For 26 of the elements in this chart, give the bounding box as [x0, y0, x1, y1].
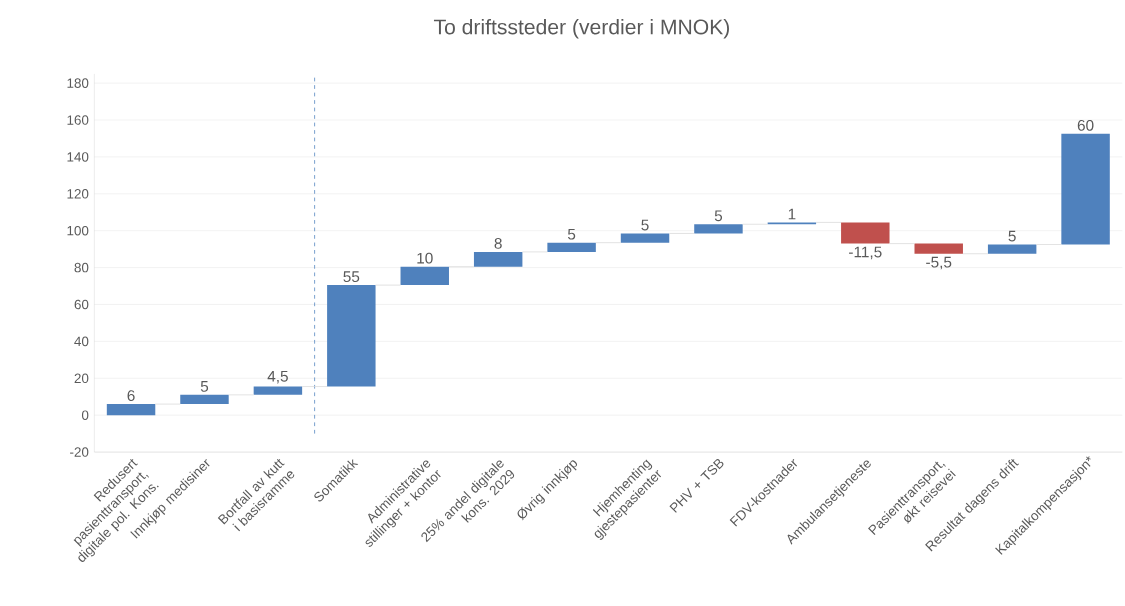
y-tick-label: -20	[70, 447, 89, 458]
y-tick-label: 180	[67, 78, 89, 89]
data-label: 5	[714, 210, 723, 222]
data-label: -5,5	[926, 257, 952, 270]
data-label: 10	[417, 252, 433, 264]
data-label: 5	[567, 229, 576, 240]
y-tick-label: 0	[81, 410, 89, 421]
data-label: 1	[788, 208, 796, 220]
data-label: -11,5	[849, 246, 882, 260]
data-label: 6	[127, 390, 135, 402]
data-label: 5	[200, 381, 209, 392]
y-tick-label: 80	[74, 263, 89, 273]
y-tick-label: 60	[74, 299, 89, 310]
data-label: 5	[641, 219, 649, 231]
y-tick-label: 160	[67, 115, 89, 125]
data-label: 8	[494, 238, 502, 250]
y-tick-label: 140	[67, 152, 89, 162]
chart-title: To driftssteder (verdier i MNOK)	[433, 19, 729, 39]
y-tick-label: 20	[74, 373, 89, 384]
y-tick-label: 40	[74, 336, 89, 347]
y-tick-label: 120	[67, 189, 89, 199]
y-tick-label: 100	[67, 226, 89, 236]
data-label: 60	[1077, 120, 1094, 131]
data-label: 5	[1008, 230, 1016, 242]
data-label: 55	[343, 271, 360, 283]
data-label: 4,5	[267, 371, 288, 384]
